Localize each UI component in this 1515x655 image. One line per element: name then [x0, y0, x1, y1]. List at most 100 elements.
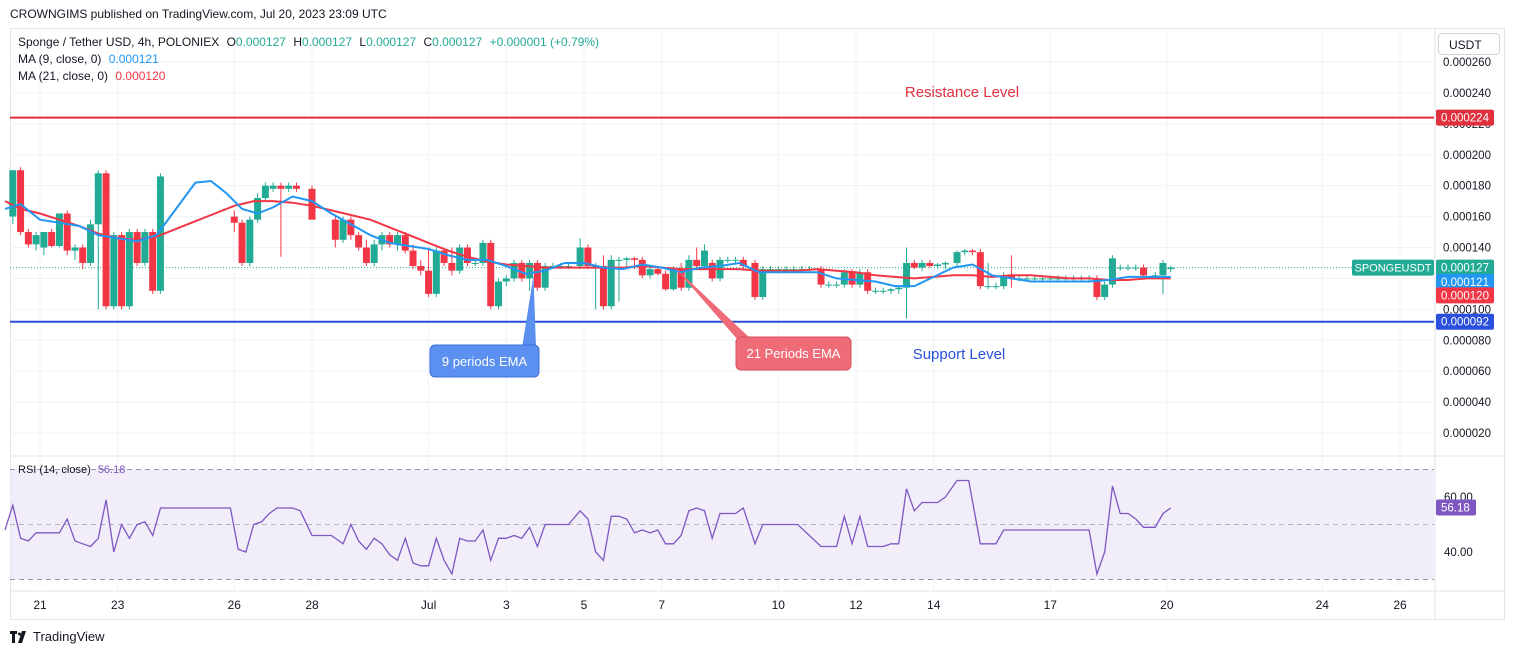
legend-ma21[interactable]: MA (21, close, 0) 0.000120	[18, 69, 165, 83]
candle	[724, 256, 732, 263]
candle-body	[417, 266, 425, 271]
candle-body	[246, 219, 254, 263]
candle-body	[724, 259, 732, 261]
legend-ma9-label: MA (9, close, 0)	[18, 52, 102, 66]
candle-body	[102, 173, 110, 307]
candle-body	[782, 269, 790, 271]
candle	[48, 228, 56, 248]
candle	[355, 232, 363, 251]
candle-body	[1140, 267, 1148, 276]
candle-body	[149, 232, 157, 291]
time-tick-label: 5	[581, 598, 588, 612]
candle	[1167, 266, 1175, 273]
resistance-label: Resistance Level	[905, 84, 1019, 101]
ma9-line	[4, 179, 1171, 288]
candle-body	[238, 222, 246, 263]
candle	[261, 182, 269, 202]
legend-ohlc: Sponge / Tether USD, 4h, POLONIEX O0.000…	[18, 35, 599, 49]
candle-body	[1159, 262, 1167, 276]
candle-body	[654, 269, 662, 274]
candle	[934, 262, 942, 270]
legend-change: +0.000001 (+0.79%)	[489, 35, 599, 49]
candle-body	[63, 213, 71, 251]
footer: TradingView	[10, 629, 105, 644]
candle	[331, 216, 339, 248]
candle-body	[230, 216, 238, 223]
candle-body	[1093, 278, 1101, 297]
candle-body	[32, 235, 40, 245]
candle-body	[732, 259, 740, 261]
candle-body	[564, 266, 572, 268]
candle-body	[910, 262, 918, 268]
candle-body	[362, 247, 370, 263]
candle-body	[1132, 267, 1140, 269]
candle	[685, 255, 693, 291]
candle	[102, 170, 110, 310]
candle	[71, 244, 79, 260]
candle	[910, 259, 918, 270]
legend-ma21-value: 0.000120	[115, 69, 166, 83]
time-tick-label: 28	[305, 598, 319, 612]
candle	[646, 266, 654, 279]
candle-body	[969, 250, 977, 253]
candle	[9, 170, 17, 225]
candle	[693, 247, 701, 270]
candle	[370, 239, 378, 267]
candle-body	[751, 262, 759, 297]
candle	[347, 216, 355, 240]
candle-body	[895, 287, 903, 290]
price-tag-text-last: 0.000127	[1441, 263, 1489, 275]
price-tick-label: 0.000200	[1443, 150, 1491, 162]
candle	[254, 193, 262, 223]
candle	[879, 287, 887, 294]
candle-body	[308, 188, 316, 220]
candle	[918, 259, 926, 271]
candle	[1101, 281, 1109, 301]
candle-body	[833, 284, 841, 286]
candle-body	[48, 232, 56, 246]
candle-body	[953, 252, 961, 263]
candle-body	[871, 290, 879, 292]
candle-body	[118, 235, 126, 307]
candle	[487, 239, 495, 310]
legend-symbol[interactable]: Sponge / Tether USD, 4h, POLONIEX	[18, 35, 220, 49]
candle	[141, 228, 149, 267]
candle-body	[584, 247, 592, 267]
time-tick-label: Jul	[421, 598, 436, 612]
candle	[362, 239, 370, 267]
candle-body	[94, 173, 102, 225]
candle-body	[440, 250, 448, 263]
candle	[953, 250, 961, 267]
candle-body	[502, 278, 510, 282]
candle-body	[1167, 267, 1175, 270]
candle-body	[903, 262, 911, 288]
candle-body	[339, 219, 347, 240]
candle	[662, 270, 670, 291]
legend-rsi[interactable]: RSI (14, close) 56.18	[18, 464, 125, 476]
candle-body	[1124, 267, 1132, 269]
candle	[732, 256, 740, 263]
candle	[623, 256, 631, 267]
time-tick-label: 23	[111, 598, 125, 612]
candle	[1007, 255, 1015, 288]
price-tick-label: 0.000140	[1443, 243, 1491, 255]
candle	[24, 228, 32, 248]
candle-body	[984, 286, 992, 288]
currency-button[interactable]: USDT	[1438, 33, 1500, 55]
candle-body	[331, 219, 339, 240]
candle	[94, 170, 102, 310]
candle-body	[1039, 278, 1047, 280]
candle	[1108, 255, 1116, 288]
candle-body	[774, 269, 782, 271]
candle-body	[879, 290, 887, 292]
footer-brand: TradingView	[33, 629, 105, 644]
candle	[1124, 264, 1132, 271]
legend-rsi-label: RSI (14, close)	[18, 464, 91, 476]
legend-c-label: C	[423, 35, 433, 49]
candle	[510, 259, 518, 282]
candle-body	[9, 170, 17, 217]
candle	[992, 283, 1000, 290]
legend-ma9[interactable]: MA (9, close, 0) 0.000121	[18, 52, 159, 66]
candle	[871, 287, 879, 294]
